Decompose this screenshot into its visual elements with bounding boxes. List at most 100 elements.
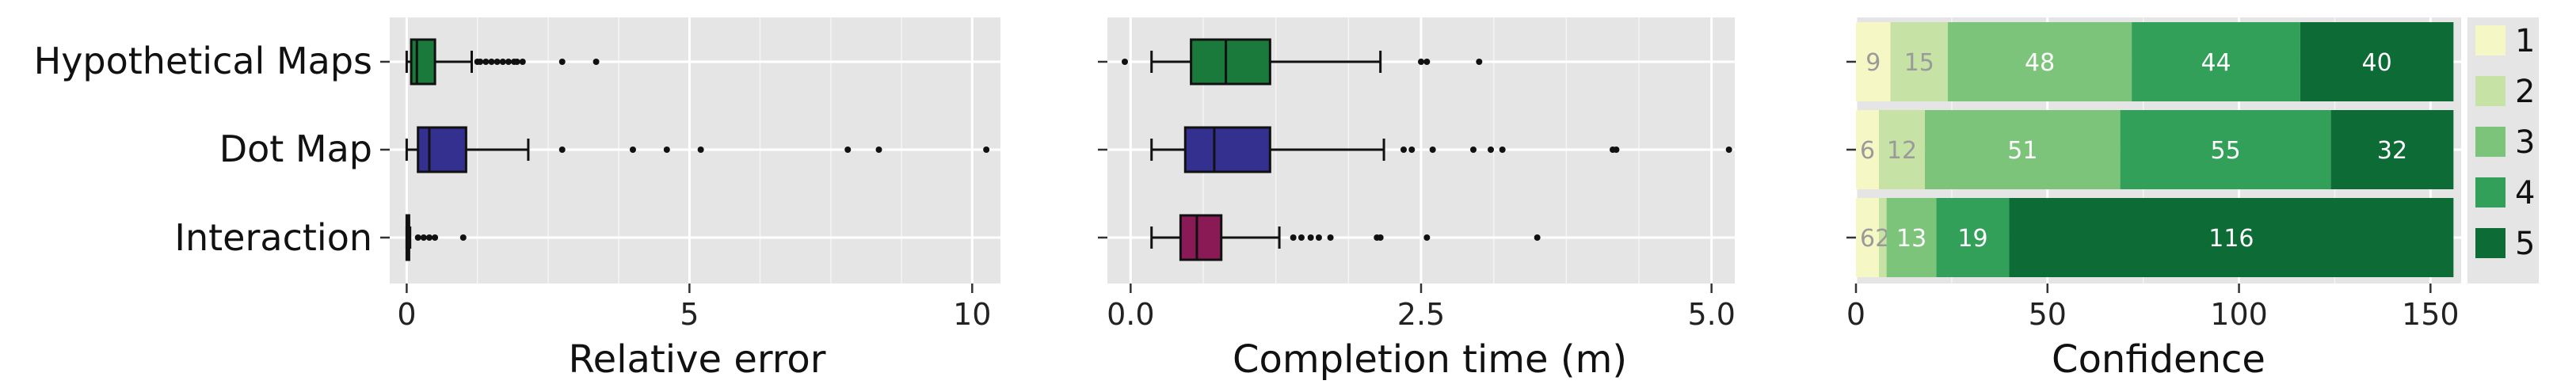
bar-value-label: 12 <box>1887 137 1917 165</box>
legend-swatch-5 <box>2475 228 2506 258</box>
completion-time-panel: 0.0 2.5 5.0 <box>1098 17 1736 332</box>
x-tick-label: 2.5 <box>1397 297 1445 332</box>
legend-swatch-1 <box>2475 25 2506 55</box>
bar-segment-dot-map-2 <box>1879 110 1926 189</box>
outlier-point <box>477 59 484 65</box>
x-axis-title-relative-error: Relative error <box>568 337 825 382</box>
box-iqr <box>410 38 436 86</box>
outlier-point <box>1418 59 1424 65</box>
outlier-point <box>432 234 439 241</box>
outlier-point <box>1408 147 1416 153</box>
outlier-point <box>558 147 566 153</box>
legend-label-1: 1 <box>2515 23 2535 59</box>
outlier-point <box>629 147 636 153</box>
x-tick-label: 10 <box>953 297 991 332</box>
bar-segment-dot-map-3 <box>1925 110 2121 189</box>
outlier-point <box>1488 147 1494 153</box>
x-tick-label: 0.0 <box>1107 297 1154 332</box>
legend-label-3: 3 <box>2515 124 2535 161</box>
x-axis-title-completion-time: Completion time (m) <box>1233 337 1627 382</box>
outlier-point <box>493 59 501 65</box>
bar-value-label: 9 <box>1865 49 1881 77</box>
outlier-point <box>1307 234 1314 241</box>
bar-value-label: 48 <box>2025 49 2055 77</box>
box-hypothetical-maps <box>405 38 600 86</box>
outlier-point <box>844 147 852 153</box>
box-iqr <box>417 126 467 173</box>
legend-swatch-2 <box>2475 76 2506 106</box>
outlier-point <box>1470 147 1477 153</box>
bar-segment-dot-map-1 <box>1856 110 1880 189</box>
outlier-point <box>420 234 427 241</box>
outlier-point <box>488 59 495 65</box>
bar-segment-dot-map-5 <box>2330 110 2454 189</box>
legend: 1 2 3 4 5 <box>2467 17 2539 284</box>
legend-label-2: 2 <box>2515 74 2535 110</box>
box-dot-map <box>405 126 990 173</box>
bar-segment-hypothetical-maps-4 <box>2132 22 2300 101</box>
outlier-point <box>499 59 506 65</box>
bar-segment-dot-map-4 <box>2120 110 2331 189</box>
outlier-point <box>1725 147 1732 153</box>
outlier-point <box>1400 147 1407 153</box>
bar-segment-interaction-2 <box>1879 198 1887 277</box>
outlier-point <box>593 59 600 65</box>
outlier-point <box>1423 59 1431 65</box>
bar-segment-interaction-4 <box>1936 198 2010 277</box>
bar-value-label: 6 <box>1860 137 1875 165</box>
outlier-point <box>875 147 882 153</box>
category-label-dot-map: Dot Map <box>219 127 372 170</box>
outlier-point <box>1290 234 1297 241</box>
bar-value-label: 44 <box>2201 49 2231 77</box>
outlier-point <box>1377 234 1384 241</box>
bar-value-label: 40 <box>2362 49 2392 77</box>
legend-label-4: 4 <box>2515 175 2535 211</box>
category-labels: Hypothetical Maps Dot Map Interaction <box>34 40 372 259</box>
x-tick-label: 0 <box>397 297 416 332</box>
outlier-point <box>1423 234 1431 241</box>
bar-value-label: 116 <box>2208 225 2254 253</box>
outlier-point <box>1613 147 1620 153</box>
bar-segment-interaction-5 <box>2009 198 2454 277</box>
bar-value-label: 51 <box>2007 137 2037 165</box>
box-interaction <box>1150 214 1541 261</box>
legend-label-5: 5 <box>2515 226 2535 262</box>
box-iqr <box>1183 126 1271 173</box>
relative-error-panel: 0 5 10 <box>380 17 1000 332</box>
bar-value-label: 32 <box>2377 137 2407 165</box>
bar-segment-interaction-1 <box>1856 198 1880 277</box>
outlier-point <box>513 59 520 65</box>
bar-value-label: 13 <box>1896 225 1926 253</box>
bar-value-label: 15 <box>1904 49 1934 77</box>
bar-value-label: 2 <box>1875 225 1890 253</box>
outlier-point <box>1476 59 1483 65</box>
outlier-point <box>1315 234 1322 241</box>
box-iqr <box>1179 214 1223 261</box>
outlier-point <box>1122 59 1128 65</box>
box-iqr <box>1190 38 1271 86</box>
bar-value-label: 6 <box>1860 225 1875 253</box>
category-label-hypothetical-maps: Hypothetical Maps <box>34 40 372 82</box>
outlier-point <box>505 59 512 65</box>
box-dot-map <box>1150 126 1732 173</box>
outlier-point <box>414 234 421 241</box>
x-tick-label: 150 <box>2402 297 2460 332</box>
outlier-point <box>558 59 566 65</box>
outlier-point <box>482 59 490 65</box>
box-interaction <box>405 214 467 261</box>
outlier-point <box>663 147 670 153</box>
bar-segment-hypothetical-maps-2 <box>1890 22 1949 101</box>
outlier-point <box>459 234 467 241</box>
x-tick-label: 50 <box>2029 297 2067 332</box>
outlier-point <box>983 147 990 153</box>
x-tick-label: 5 <box>680 297 699 332</box>
outlier-point <box>1534 234 1541 241</box>
bar-value-label: 55 <box>2211 137 2241 165</box>
x-axis-title-confidence: Confidence <box>2052 337 2265 382</box>
outlier-point <box>1327 234 1334 241</box>
x-tick-label: 100 <box>2210 297 2268 332</box>
x-tick-label: 5.0 <box>1687 297 1735 332</box>
category-label-interaction: Interaction <box>174 216 372 259</box>
